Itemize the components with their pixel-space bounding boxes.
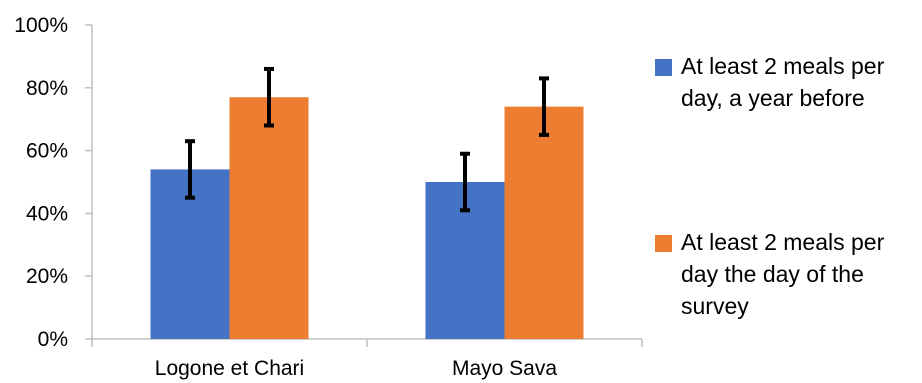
legend-label-line: day the day of the [681,261,864,287]
bar [504,106,584,339]
legend-label-line: At least 2 meals per [681,53,885,79]
y-tick-label: 80% [26,77,68,100]
y-axis: 0% 20% 40% 60% 80% 100% [14,14,93,351]
y-tick-label: 100% [14,14,68,37]
error-bars [185,66,549,213]
bars [150,97,584,339]
legend-label-line: day, a year before [681,85,865,111]
bar [229,97,309,339]
legend-label-line: survey [681,293,749,319]
legend-label: At least 2 meals per day, a year before [681,53,885,111]
y-tick-label: 60% [26,140,68,163]
y-tick-label: 40% [26,202,68,225]
legend: At least 2 meals per day, a year beforeAt… [655,53,885,319]
legend-label-line: At least 2 meals per [681,229,885,255]
legend-swatch [655,235,672,252]
y-tick-label: 0% [38,328,68,351]
x-category-label: Mayo Sava [452,357,557,380]
y-tick-label: 20% [26,265,68,288]
x-axis: Logone et Chari Mayo Sava [91,338,643,380]
legend-swatch [655,59,672,76]
x-category-label: Logone et Chari [155,357,304,380]
legend-label: At least 2 meals per day the day of the su… [681,229,885,319]
